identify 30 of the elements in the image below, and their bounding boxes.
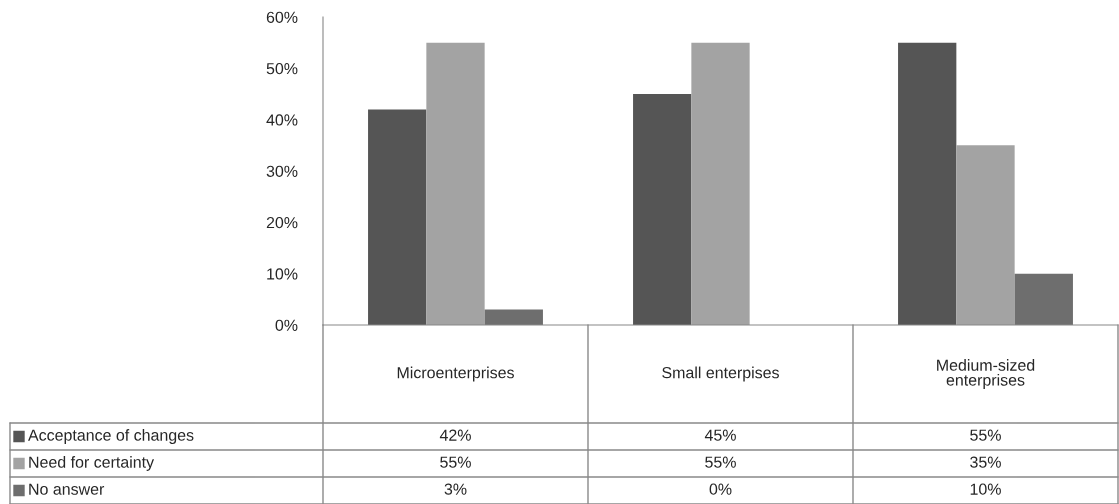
data-label: 42% — [439, 429, 471, 441]
data-label: 55% — [970, 429, 1001, 441]
x-tick-label: Medium-sized enterprises — [937, 359, 1035, 389]
y-tick-label: 30% — [266, 165, 298, 177]
x-tick-label: Microenterprises — [397, 366, 514, 382]
data-label: 0% — [709, 483, 732, 495]
legend-label: Need for certainty — [29, 456, 155, 471]
y-tick-label: 60% — [266, 11, 298, 23]
bar — [691, 42, 750, 325]
data-label: 45% — [704, 429, 736, 441]
bar — [956, 145, 1015, 325]
y-tick-label: 20% — [266, 216, 298, 229]
bar — [1014, 273, 1073, 325]
data-label: 55% — [705, 456, 736, 468]
data-label: 55% — [440, 456, 471, 468]
bar — [633, 94, 692, 325]
x-tick-label: Small enterpises — [662, 366, 779, 382]
bar — [484, 309, 543, 325]
bar — [898, 42, 957, 325]
bar — [426, 42, 485, 325]
data-label: 10% — [970, 483, 1001, 495]
data-label: 35% — [970, 456, 1001, 468]
legend-label: Acceptance of changes — [28, 429, 194, 444]
bar — [368, 109, 427, 325]
legend-label: No answer — [29, 483, 105, 495]
y-tick-label: 0% — [275, 319, 298, 331]
y-tick-label: 10% — [267, 268, 298, 280]
data-label: 3% — [444, 483, 467, 495]
y-tick-label: 50% — [266, 62, 298, 75]
y-tick-label: 40% — [266, 114, 298, 126]
